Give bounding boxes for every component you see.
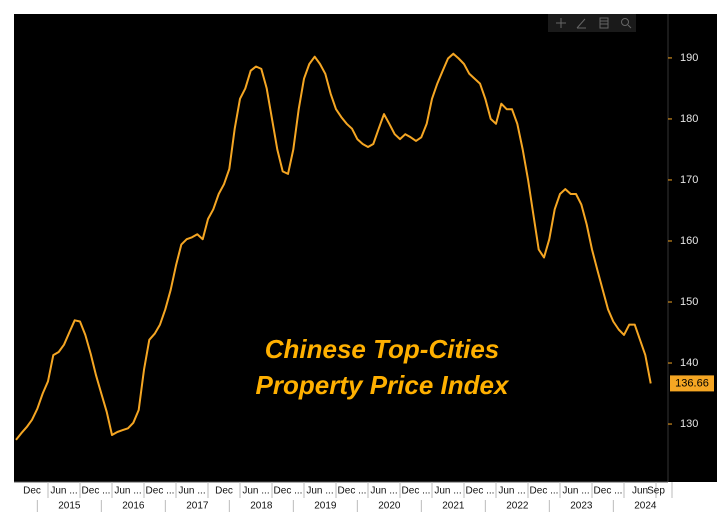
x-tick-label: Jun ...	[114, 486, 141, 497]
plot-background	[14, 14, 717, 482]
year-label: 2022	[506, 501, 529, 512]
y-tick-label: 170	[680, 174, 698, 186]
x-tick-label: Jun ...	[306, 486, 333, 497]
annotation-line: Chinese Top-Cities	[265, 334, 500, 364]
y-tick-label: 190	[680, 52, 698, 64]
year-label: 2023	[570, 501, 593, 512]
draw-icon[interactable]	[576, 18, 586, 29]
x-tick-label: Jun ...	[50, 486, 77, 497]
x-tick-label: Jun ...	[434, 486, 461, 497]
zoom-handle	[627, 24, 632, 29]
x-tick-label: Jun ...	[242, 486, 269, 497]
x-tick-label: Jun	[632, 486, 648, 497]
x-tick-label: Dec ...	[530, 486, 559, 497]
crosshair-icon[interactable]	[556, 18, 566, 28]
year-label: 2024	[634, 501, 657, 512]
year-label: 2018	[250, 501, 273, 512]
toolbar	[548, 14, 636, 32]
y-tick-label: 180	[680, 113, 698, 125]
x-tick-label: Jun ...	[498, 486, 525, 497]
x-tick-label: Jun ...	[370, 486, 397, 497]
x-tick-label: Dec ...	[338, 486, 367, 497]
year-label: 2020	[378, 501, 401, 512]
x-tick-label: Dec ...	[402, 486, 431, 497]
x-tick-label: Dec	[23, 486, 41, 497]
x-tick-label: Dec ...	[274, 486, 303, 497]
x-tick-label: Dec ...	[466, 486, 495, 497]
x-tick-label: Sep	[647, 486, 665, 497]
year-label: 2015	[58, 501, 81, 512]
last-value-box	[670, 375, 714, 392]
table-icon[interactable]	[599, 17, 609, 29]
zoom-icon[interactable]	[621, 18, 629, 26]
year-label: 2017	[186, 501, 209, 512]
x-tick-label: Dec ...	[146, 486, 175, 497]
x-tick-label: Jun ...	[178, 486, 205, 497]
y-tick-label: 160	[680, 235, 698, 247]
toolbar-background	[548, 14, 636, 32]
year-label: 2019	[314, 501, 337, 512]
y-tick-label: 140	[680, 357, 698, 369]
year-label: 2016	[122, 501, 145, 512]
y-tick-label: 150	[680, 296, 698, 308]
last-value-label: 136.66	[675, 377, 709, 389]
x-tick-label: Dec	[215, 486, 233, 497]
annotation-line: Property Price Index	[256, 370, 510, 400]
x-tick-label: Dec ...	[594, 486, 623, 497]
year-label: 2021	[442, 501, 465, 512]
price-line	[15, 52, 652, 441]
x-tick-label: Jun ...	[562, 486, 589, 497]
x-tick-label: Dec ...	[82, 486, 111, 497]
y-tick-label: 130	[680, 418, 698, 430]
